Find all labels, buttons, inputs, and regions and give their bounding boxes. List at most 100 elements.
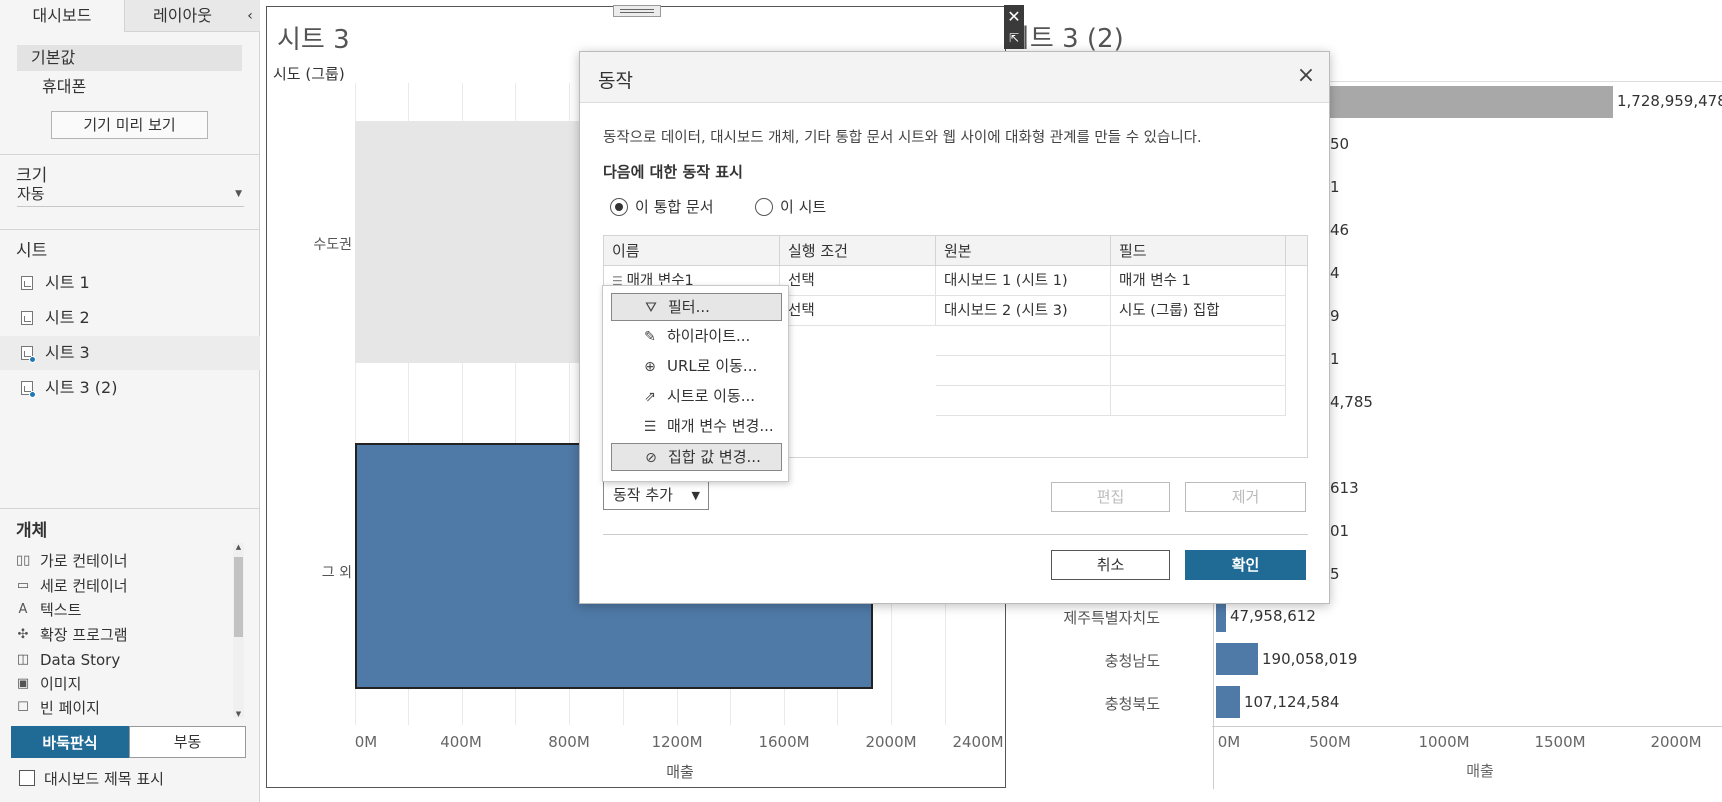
chevron-left-icon[interactable]: ‹ — [240, 0, 260, 32]
radio-this-sheet[interactable] — [755, 198, 773, 216]
dialog-description: 동작으로 데이터, 대시보드 개체, 기타 통합 문서 시트와 웹 사이에 대화… — [603, 130, 1202, 146]
object-image[interactable]: ▣ 이미지 — [14, 672, 82, 696]
show-title-checkbox[interactable] — [19, 770, 35, 786]
menu-item-change-parameter[interactable]: ☰ 매개 변수 변경... — [611, 413, 782, 441]
empty-cell — [1111, 356, 1286, 386]
objects-section-title: 개체 — [16, 521, 48, 541]
x-tick-label: 1600M — [758, 733, 810, 751]
scroll-up-icon[interactable]: ▲ — [235, 543, 242, 551]
empty-cell — [936, 326, 1111, 356]
radio-this-workbook[interactable] — [610, 198, 628, 216]
bar-value-label: 47,958,612 — [1230, 607, 1316, 625]
scroll-down-icon[interactable]: ▼ — [235, 710, 242, 718]
image-icon: ▣ — [16, 676, 30, 691]
gridline — [355, 83, 356, 725]
gridline — [515, 83, 516, 725]
object-label: 확장 프로그램 — [40, 626, 128, 644]
filter-icon: ⛛ — [645, 300, 657, 316]
x-tick-label: 0M — [1217, 733, 1241, 751]
sheet-item-label: 시트 2 — [45, 308, 90, 327]
sliders-icon: ☰ — [643, 419, 657, 435]
menu-item-label: 집합 값 변경... — [668, 448, 761, 466]
device-phone[interactable]: 휴대폰 — [42, 77, 87, 96]
goto-sheet-icon: ⇗ — [644, 389, 656, 405]
gridline — [569, 83, 570, 725]
object-vertical-container[interactable]: ▭ 세로 컨테이너 — [14, 574, 128, 598]
column-header-source[interactable]: 원본 — [936, 236, 1111, 266]
close-icon[interactable]: ✕ — [1007, 7, 1021, 26]
bar[interactable] — [1216, 600, 1226, 632]
device-preview-button[interactable]: 기기 미리 보기 — [51, 111, 208, 139]
column-header-name[interactable]: 이름 — [604, 236, 780, 266]
radio-this-sheet-label: 이 시트 — [780, 198, 827, 216]
tiled-toggle[interactable]: 바둑판식 — [11, 726, 129, 758]
object-data-story[interactable]: ◫ Data Story — [14, 648, 120, 672]
sheet-item-3[interactable]: 시트 3 — [0, 336, 260, 370]
menu-item-filter[interactable]: ⛛ 필터... — [611, 293, 782, 321]
column-header-field[interactable]: 필드 — [1111, 236, 1286, 266]
object-label: 텍스트 — [40, 601, 82, 619]
size-dropdown[interactable]: 자동 ▼ — [17, 183, 244, 207]
menu-item-change-set-values[interactable]: ⊘ 집합 값 변경... — [611, 443, 782, 471]
close-icon[interactable]: × — [1296, 63, 1316, 88]
empty-cell — [1111, 326, 1286, 356]
object-extension[interactable]: ✣ 확장 프로그램 — [14, 623, 128, 647]
x-tick-label: 2000M — [1650, 733, 1702, 751]
sheet-item-2[interactable]: 시트 2 — [0, 301, 260, 335]
x-axis-title: 매출 — [1466, 762, 1494, 780]
menu-item-go-to-sheet[interactable]: ⇗ 시트로 이동... — [611, 383, 782, 411]
action-source[interactable]: 대시보드 1 (시트 1) — [936, 266, 1111, 296]
object-label: Data Story — [40, 651, 121, 669]
menu-item-highlight[interactable]: ✎ 하이라이트... — [611, 323, 782, 351]
sheet-item-label: 시트 3 (2) — [45, 378, 118, 397]
edit-button[interactable]: 편집 — [1051, 482, 1170, 512]
bar-value-label: 1 — [1330, 350, 1340, 368]
scroll-thumb[interactable] — [234, 557, 243, 637]
tab-dashboard[interactable]: 대시보드 — [0, 0, 124, 32]
sheet-item-1[interactable]: 시트 1 — [0, 266, 260, 300]
object-label: 빈 페이지 — [40, 699, 100, 717]
text-icon: A — [18, 602, 28, 617]
bar[interactable] — [1216, 643, 1258, 675]
divider — [603, 534, 1308, 535]
menu-item-label: 필터... — [668, 298, 710, 316]
sheet-icon — [21, 276, 33, 290]
floating-toggle[interactable]: 부동 — [129, 726, 246, 758]
object-text[interactable]: A 텍스트 — [14, 598, 82, 622]
gridline — [462, 83, 463, 725]
bar[interactable] — [1216, 686, 1240, 718]
add-action-dropdown[interactable]: 동작 추가 ▼ — [603, 481, 709, 510]
category-label: 제주특별자치도 — [1063, 609, 1160, 627]
category-label: 충청북도 — [1104, 695, 1160, 713]
drag-handle[interactable] — [613, 5, 661, 17]
bar-value-label: 01 — [1330, 522, 1350, 540]
row-label: 수도권 — [313, 237, 352, 253]
puzzle-icon: ✣ — [17, 627, 29, 642]
zone-controls: ✕ ⇱ — [1004, 5, 1024, 49]
x-tick-label: 1500M — [1534, 733, 1586, 751]
bar-value-label: 4 — [1330, 264, 1340, 282]
menu-item-url[interactable]: ⊕ URL로 이동... — [611, 353, 782, 381]
device-default[interactable]: 기본값 — [17, 45, 242, 71]
bar-value-label: 1,728,959,478 — [1617, 92, 1722, 110]
add-action-menu: ⛛ 필터... ✎ 하이라이트... ⊕ URL로 이동... ⇗ 시트로 이동... … — [602, 285, 789, 482]
object-horizontal-container[interactable]: ▯▯ 가로 컨테이너 — [14, 549, 128, 573]
action-field[interactable]: 시도 (그룹) 집합 — [1111, 296, 1286, 326]
menu-item-label: 하이라이트... — [667, 327, 751, 345]
divider — [0, 508, 260, 509]
cancel-button[interactable]: 취소 — [1051, 550, 1170, 580]
dialog-title: 동작 — [598, 70, 633, 92]
action-run-on[interactable]: 선택 — [780, 266, 936, 296]
column-header-run-on[interactable]: 실행 조건 — [780, 236, 936, 266]
action-source[interactable]: 대시보드 2 (시트 3) — [936, 296, 1111, 326]
ok-button[interactable]: 확인 — [1185, 550, 1306, 580]
go-to-sheet-icon[interactable]: ⇱ — [1008, 31, 1020, 45]
object-label: 세로 컨테이너 — [40, 577, 128, 595]
action-run-on[interactable]: 선택 — [780, 296, 936, 326]
tab-layout[interactable]: 레이아웃 — [124, 0, 240, 32]
sheet-item-3-2[interactable]: 시트 3 (2) — [0, 371, 260, 405]
object-blank[interactable]: ☐ 빈 페이지 — [14, 696, 100, 720]
objects-scrollbar[interactable]: ▲ ▼ — [233, 543, 244, 718]
remove-button[interactable]: 제거 — [1185, 482, 1306, 512]
action-field[interactable]: 매개 변수 1 — [1111, 266, 1286, 296]
